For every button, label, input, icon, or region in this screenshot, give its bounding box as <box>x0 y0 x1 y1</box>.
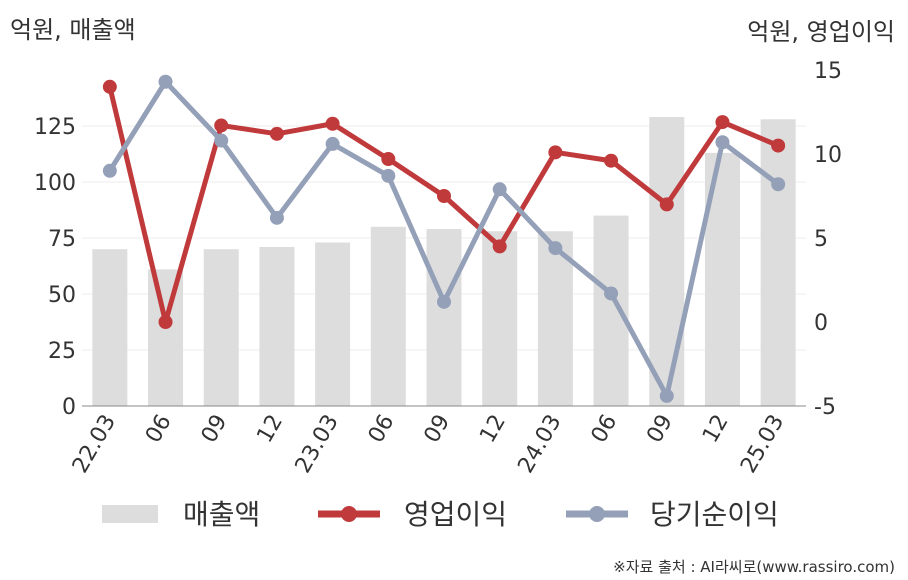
revenue-bar <box>148 269 184 406</box>
operating-profit-point <box>381 152 396 167</box>
revenue-bar <box>760 119 796 406</box>
revenue-bar <box>92 249 128 406</box>
left-axis-tick-label: 100 <box>34 171 76 196</box>
right-axis-ticks: -5 0 5 10 15 <box>814 59 842 420</box>
operating-profit-point <box>214 118 229 133</box>
right-axis-tick-label: 15 <box>814 59 842 84</box>
operating-profit-point <box>158 315 173 329</box>
legend-revenue-label: 매출액 <box>183 498 260 531</box>
x-axis-tick-label: 25.03 <box>736 411 789 478</box>
revenue-bars <box>92 117 796 406</box>
net-income-point <box>325 136 340 151</box>
x-axis-tick-label: 09 <box>642 411 678 448</box>
revenue-bar <box>315 242 351 406</box>
revenue-bar <box>370 226 406 406</box>
operating-profit-point <box>715 115 730 130</box>
source-credit: ※자료 출처 : AI라씨로(www.rassiro.com) <box>613 558 895 576</box>
x-axis-tick-label: 24.03 <box>513 411 566 478</box>
left-axis-tick-label: 75 <box>48 227 76 252</box>
net-income-point <box>102 163 117 178</box>
x-axis-tick-label: 12 <box>698 411 734 448</box>
x-axis-tick-label: 12 <box>252 411 288 448</box>
revenue-bar <box>203 249 239 406</box>
operating-profit-point <box>659 197 674 212</box>
net-income-point <box>381 168 396 183</box>
net-income-point <box>214 133 229 148</box>
x-axis-tick-label: 22.03 <box>68 411 121 478</box>
legend-operating-marker <box>341 506 357 522</box>
operating-profit-point <box>102 79 117 94</box>
x-axis-ticks: 22.03 06 09 12 23.03 06 09 12 24.03 06 09 12 25.03 <box>68 411 789 478</box>
operating-profit-point <box>604 153 619 168</box>
x-axis-tick-label: 09 <box>197 411 233 448</box>
left-axis-ticks: 0 25 50 75 100 125 <box>34 115 76 420</box>
x-axis-tick-label: 06 <box>141 411 177 448</box>
left-axis-tick-label: 125 <box>34 115 76 140</box>
operating-profit-point <box>325 116 340 131</box>
net-income-point <box>604 286 619 301</box>
right-axis-tick-label: -5 <box>814 395 836 420</box>
x-axis-tick-label: 23.03 <box>291 411 344 478</box>
operating-profit-point <box>437 189 451 203</box>
revenue-bar <box>649 117 685 406</box>
x-axis-tick-label: 09 <box>420 411 456 448</box>
left-axis-tick-label: 25 <box>48 339 76 364</box>
net-income-point <box>269 210 284 225</box>
right-axis-tick-label: 0 <box>814 311 828 336</box>
net-income-point <box>158 74 173 89</box>
legend-operating-label: 영업이익 <box>404 498 507 531</box>
series-lines <box>102 74 786 403</box>
legend-revenue-swatch <box>102 505 158 523</box>
x-axis-tick-label: 06 <box>587 411 623 448</box>
net-income-point <box>715 135 730 150</box>
operating-profit-point <box>269 126 284 141</box>
net-income-point <box>437 294 451 309</box>
right-axis-tick-label: 10 <box>814 143 842 168</box>
legend-net-label: 당기순이익 <box>650 498 779 531</box>
left-axis-tick-label: 0 <box>62 395 76 420</box>
operating-profit-point <box>771 138 786 153</box>
x-axis-tick-label: 06 <box>364 411 400 448</box>
net-income-point <box>492 182 507 197</box>
operating-profit-point <box>548 145 563 160</box>
revenue-bar <box>259 246 295 406</box>
right-axis-unit-label: 억원, 영업이익 <box>747 18 895 46</box>
net-income-point <box>548 241 563 256</box>
x-axis-tick-label: 12 <box>475 411 511 448</box>
legend-net-marker <box>589 506 605 522</box>
revenue-bar <box>482 231 518 406</box>
left-axis-unit-label: 억원, 매출액 <box>10 16 136 44</box>
right-axis-tick-label: 5 <box>814 227 828 252</box>
legend: 매출액 영업이익 당기순이익 <box>102 498 779 531</box>
net-income-point <box>659 388 674 403</box>
operating-profit-point <box>492 239 507 254</box>
left-axis-tick-label: 50 <box>48 283 76 308</box>
revenue-bar <box>426 229 462 406</box>
net-income-point <box>771 177 786 192</box>
